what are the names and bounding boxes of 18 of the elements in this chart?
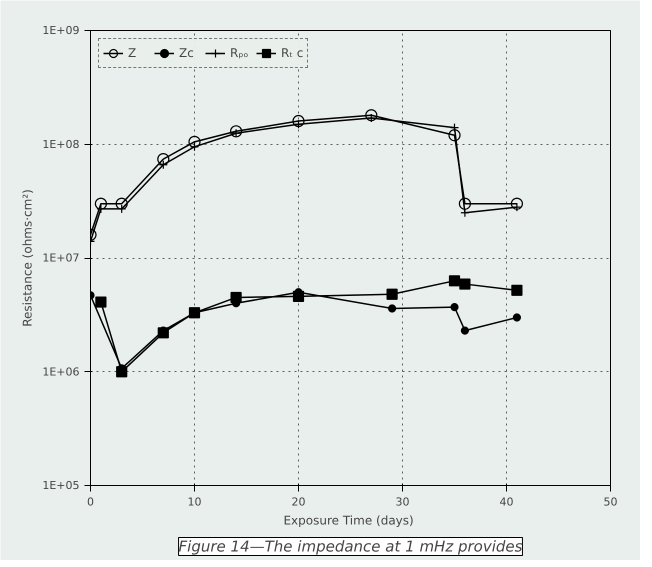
x-tick-label: 20 [292,496,306,508]
x-tick-label: 10 [188,496,202,508]
x-tick-label: 0 [87,496,94,508]
y-tick-label: 1E+08 [42,138,80,151]
caption: Figure 14—The impedance at 1 mHz provides [178,538,523,556]
legend-label: Rₚₒ [230,46,250,60]
x-tick-label: 40 [500,496,514,508]
y-tick-label: 1E+06 [42,365,80,378]
y-tick-label: 1E+05 [42,479,80,492]
y-axis-title: Resistance (ohms·cm²) [20,189,34,327]
legend-label: Z [128,46,138,60]
x-tick-label: 50 [604,496,618,508]
legend-label: Zc [179,46,195,60]
x-tick-label: 30 [396,496,410,508]
y-tick-label: 1E+09 [42,24,80,37]
legend-label: Rₜ c [281,46,304,60]
y-tick-label: 1E+07 [42,252,80,264]
x-axis-title: Exposure Time (days) [283,514,414,528]
